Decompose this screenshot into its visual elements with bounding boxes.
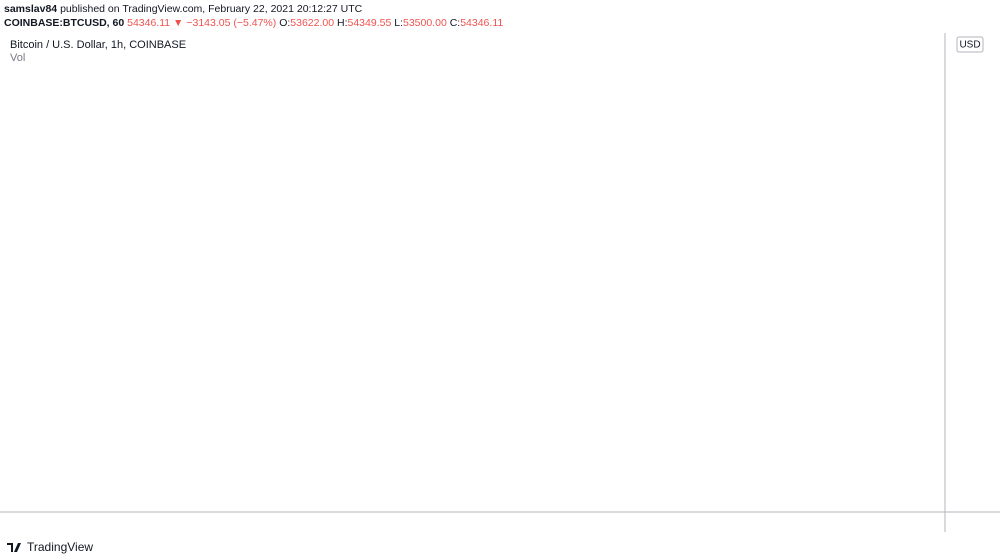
currency-box[interactable]	[956, 36, 984, 53]
ohlc-value: 53622.00	[290, 17, 335, 29]
ohlc: O:53622.00 H:54349.55 L:53500.00 C:54346…	[279, 17, 503, 29]
header-line-1: samslav84 published on TradingView.com, …	[4, 2, 503, 16]
chart: Bitcoin / U.S. Dollar, 1h, COINBASE Vol …	[0, 33, 1000, 532]
currency[interactable]: USD	[959, 40, 980, 51]
volume-label: Vol	[10, 52, 25, 64]
ohlc-label: L:	[394, 17, 403, 29]
header: samslav84 published on TradingView.com, …	[4, 2, 503, 30]
ohlc-value: 54349.55	[347, 17, 392, 29]
author[interactable]: samslav84	[4, 3, 58, 15]
ohlc-label: H:	[337, 17, 348, 29]
ohlc-value: 53500.00	[402, 17, 447, 29]
footer: TradingView	[6, 540, 93, 554]
logo	[7, 543, 21, 552]
header-line-2: COINBASE:BTCUSD, 60 54346.11 ▼ −3143.05 …	[4, 16, 503, 30]
symbol: COINBASE:BTCUSD, 60	[4, 17, 125, 29]
ohlc-value: 54346.11	[460, 17, 504, 29]
published: published on TradingView.com, February 2…	[60, 3, 363, 15]
chart-title: Bitcoin / U.S. Dollar, 1h, COINBASE	[10, 39, 186, 51]
ohlc-label: C:	[449, 17, 461, 29]
plot-area	[5, 33, 945, 512]
change: ▼ −3143.05 (−5.47%)	[173, 17, 277, 29]
ohlc-label: O:	[279, 17, 291, 29]
last-price: 54346.11	[127, 17, 171, 29]
brand[interactable]: TradingView	[27, 540, 94, 554]
